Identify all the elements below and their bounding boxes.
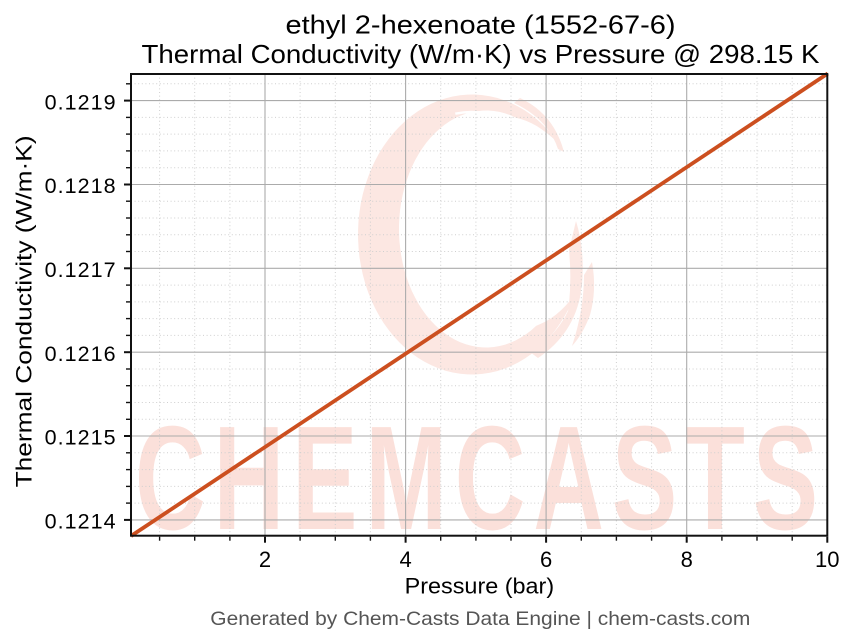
svg-text:0.1214: 0.1214 [45, 510, 116, 534]
svg-text:0.1215: 0.1215 [45, 426, 116, 450]
svg-text:0.1216: 0.1216 [45, 342, 116, 366]
svg-text:6: 6 [540, 547, 552, 572]
svg-text:Thermal Conductivity (W/m·K): Thermal Conductivity (W/m·K) [12, 135, 37, 487]
svg-text:2: 2 [259, 547, 271, 572]
svg-text:0.1217: 0.1217 [45, 258, 116, 282]
svg-text:Generated by Chem-Casts Data E: Generated by Chem-Casts Data Engine | ch… [210, 608, 750, 630]
svg-text:8: 8 [681, 547, 693, 572]
svg-text:ethyl 2-hexenoate (1552-67-6): ethyl 2-hexenoate (1552-67-6) [286, 9, 676, 39]
svg-text:Pressure (bar): Pressure (bar) [405, 574, 555, 599]
svg-text:Thermal Conductivity (W/m·K) v: Thermal Conductivity (W/m·K) vs Pressure… [142, 39, 821, 69]
svg-text:0.1218: 0.1218 [45, 174, 116, 198]
svg-text:CHEMCASTS: CHEMCASTS [135, 396, 826, 561]
svg-text:0.1219: 0.1219 [45, 90, 116, 114]
svg-text:10: 10 [815, 547, 839, 572]
svg-text:4: 4 [399, 547, 411, 572]
